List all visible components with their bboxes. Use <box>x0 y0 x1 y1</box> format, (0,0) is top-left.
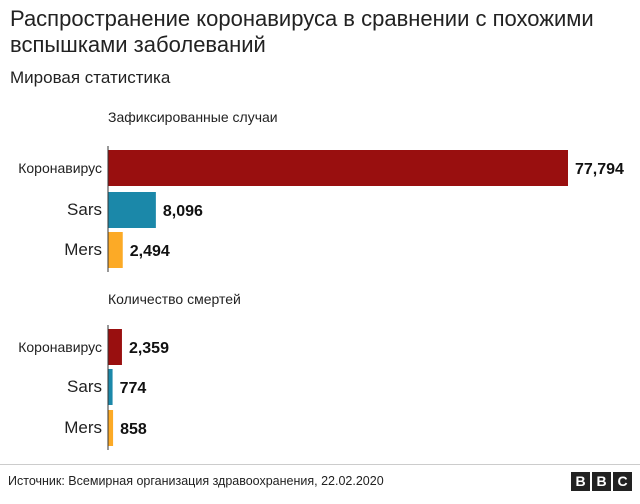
source-note: Источник: Всемирная организация здравоох… <box>8 474 384 488</box>
category-label: Sars <box>67 377 102 396</box>
chart-subtitle: Мировая статистика <box>10 68 171 87</box>
bar-charts: Зафиксированные случаи Коронавирус 77,794 S… <box>18 109 624 450</box>
category-label: Mers <box>64 418 102 437</box>
category-label: Коронавирус <box>18 160 102 176</box>
bbc-logo-letter: B <box>571 472 590 491</box>
bar <box>108 192 156 228</box>
footer-divider <box>0 464 640 465</box>
bbc-logo: B B C <box>571 472 632 491</box>
category-label: Sars <box>67 200 102 219</box>
bbc-logo-letter: B <box>592 472 611 491</box>
data-label: 77,794 <box>575 161 624 178</box>
bar <box>108 150 568 186</box>
bar <box>108 329 122 365</box>
category-label: Коронавирус <box>18 339 102 355</box>
bbc-logo-letter: C <box>613 472 632 491</box>
panel-title: Количество смертей <box>108 291 241 307</box>
chart-title: Распространение коронавируса в сравнении… <box>10 6 594 57</box>
category-label: Mers <box>64 240 102 259</box>
bar <box>108 232 123 268</box>
bar <box>108 369 113 405</box>
data-label: 2,494 <box>130 243 170 260</box>
bar <box>108 410 114 446</box>
data-label: 858 <box>120 421 147 438</box>
panel-title: Зафиксированные случаи <box>108 109 278 125</box>
data-label: 8,096 <box>163 203 203 220</box>
data-label: 2,359 <box>129 340 169 357</box>
data-label: 774 <box>120 380 147 397</box>
